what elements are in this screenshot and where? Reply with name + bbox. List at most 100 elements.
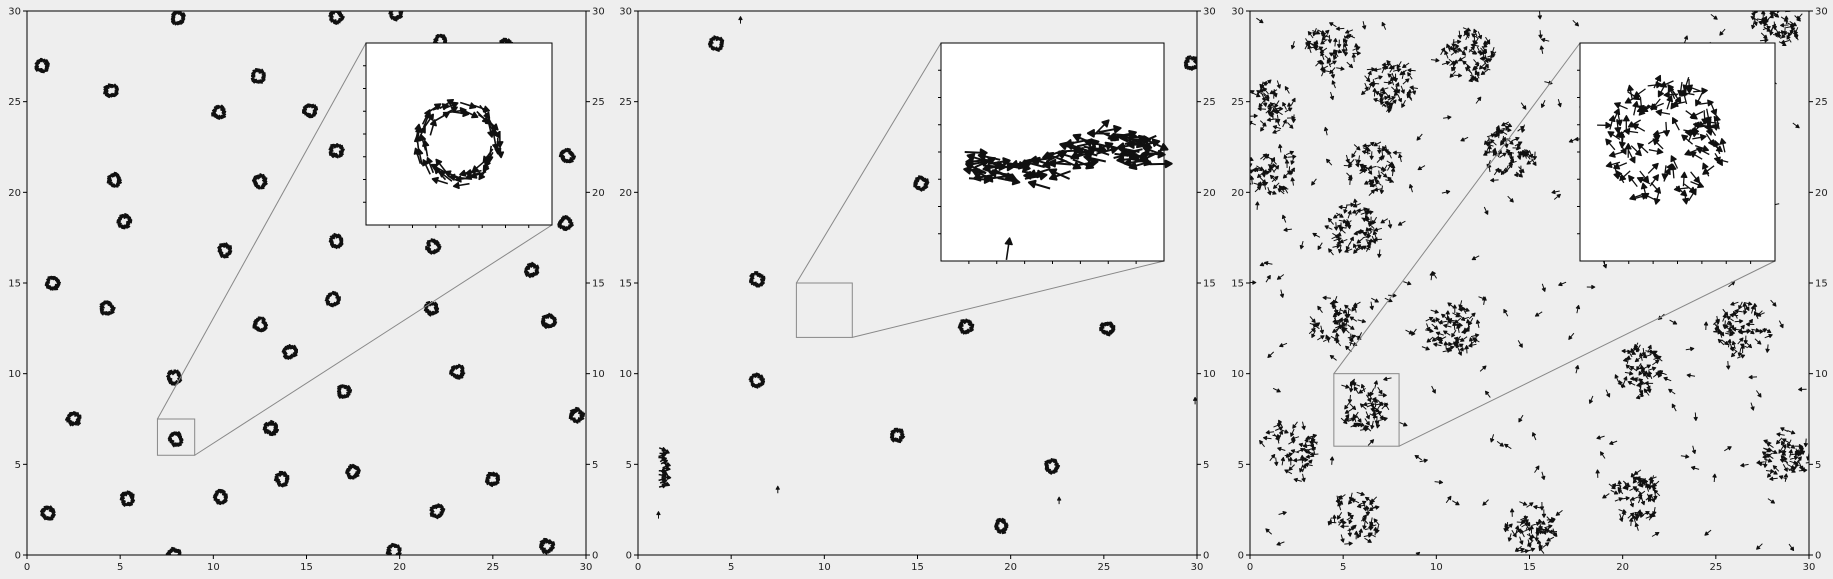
arrow-marker [1349,524,1357,531]
arrow-marker [1301,421,1306,430]
arrow-marker [1568,138,1577,143]
arrow-marker [1336,212,1344,218]
right-y-tick-label: 15 [1203,279,1216,290]
arrow-marker [1285,150,1294,156]
arrow-marker [1356,155,1361,164]
arrow-marker [1024,171,1048,181]
arrow-marker [1651,532,1660,537]
arrow-marker [1365,411,1370,420]
arrow-marker [1326,158,1333,166]
arrow-marker [1348,176,1353,185]
arrow-marker [1345,154,1350,164]
arrow-marker [1374,75,1383,80]
arrow-marker [1629,486,1638,492]
arrow-marker [1378,393,1387,398]
arrow-marker [1689,151,1703,160]
arrow-marker [1479,365,1487,372]
arrow-marker [176,548,182,554]
arrow-marker [1361,88,1368,95]
connector-line [852,260,1165,338]
arrow-marker [1605,138,1616,151]
arrow-marker [487,121,495,138]
arrow-marker [1695,92,1703,107]
arrow-marker [1304,438,1309,446]
arrow-marker [1250,280,1257,285]
arrow-marker [1537,11,1542,20]
arrow-marker [1287,166,1292,175]
arrow-marker [1350,379,1355,388]
arrow-marker [1633,88,1646,98]
arrow-marker [1630,145,1642,157]
arrow-marker [1349,236,1354,245]
arrow-marker [329,143,335,149]
arrow-marker [1271,106,1278,114]
arrow-marker [1319,325,1324,334]
arrow-marker [1392,67,1402,73]
arrow-marker [1045,150,1067,163]
arrow-marker [1359,167,1368,172]
arrow-marker [1568,332,1575,340]
arrow-marker [1588,395,1594,404]
arrow-marker [1114,151,1138,161]
arrow-marker [1438,320,1447,325]
arrow-marker [1443,330,1451,336]
arrow-marker [1340,417,1348,425]
arrow-marker [534,266,539,273]
arrow-marker [1743,335,1748,345]
arrow-marker [541,537,548,542]
arrow-marker [1407,68,1416,73]
arrow-marker [1481,52,1486,61]
y-tick-label: 15 [8,279,21,290]
arrow-marker [1344,417,1353,422]
arrow-marker [1351,498,1360,504]
arrow-marker [1377,166,1386,171]
arrow-marker [1645,385,1651,394]
arrow-marker [1633,469,1642,475]
arrow-marker [181,14,186,21]
arrow-marker [1313,41,1318,50]
arrow-marker [1748,375,1758,380]
arrow-marker [1264,79,1272,86]
arrow-marker [1611,483,1621,488]
arrow-marker [1682,76,1690,92]
arrow-marker [1332,514,1337,524]
arrow-marker [1686,373,1696,378]
arrow-marker [775,485,780,494]
arrow-marker [1340,524,1349,529]
arrow-marker [1553,193,1561,200]
arrow-marker [1756,312,1765,317]
arrow-marker [1282,102,1287,110]
arrow-marker [1724,446,1732,452]
arrow-marker [117,176,122,183]
arrow-marker [1320,51,1325,60]
arrow-marker [1468,312,1476,319]
arrow-marker [1778,446,1784,454]
arrow-marker [1479,63,1486,70]
arrow-marker [331,11,337,14]
arrow-marker [1149,159,1173,169]
arrow-marker [1351,53,1356,63]
arrow-marker [1364,537,1372,543]
arrow-marker [1265,275,1271,283]
arrow-marker [111,305,116,312]
arrow-marker [1262,181,1267,190]
arrow-marker [1265,107,1272,114]
arrow-marker [435,158,447,173]
arrow-marker [1298,442,1308,447]
arrow-marker [1432,335,1440,342]
arrow-marker [1339,238,1348,244]
arrow-marker [1621,348,1630,354]
arrow-marker [1276,274,1285,280]
arrow-marker [1380,87,1389,92]
arrow-marker [1650,102,1664,110]
arrow-marker [1618,131,1626,147]
arrow-marker [167,369,173,375]
arrow-marker [304,112,311,117]
arrow-marker [255,325,260,331]
arrow-marker [1468,46,1475,53]
arrow-marker [1010,159,1033,169]
arrow-marker [1327,517,1332,526]
arrow-marker [262,177,267,184]
arrow-marker [1750,402,1755,411]
arrow-marker [1438,336,1447,341]
